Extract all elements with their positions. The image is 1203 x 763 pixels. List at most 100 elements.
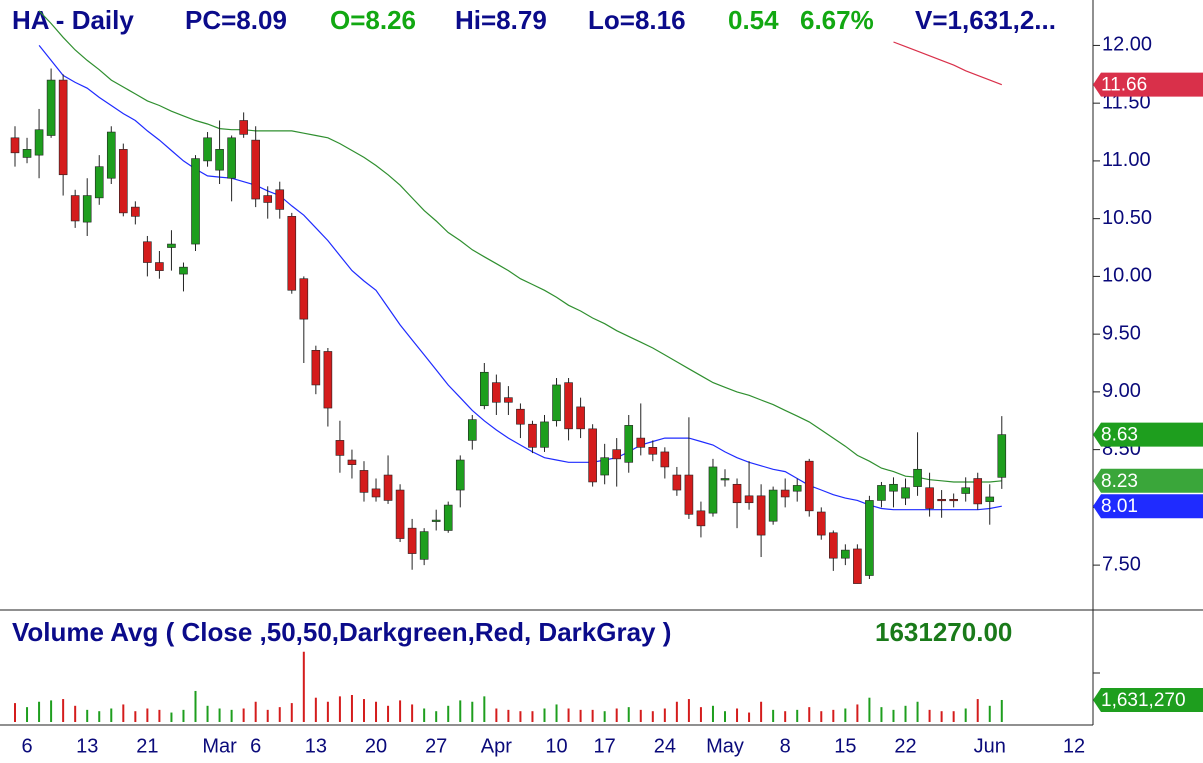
candle-body bbox=[58, 79, 68, 176]
candle-body bbox=[179, 266, 188, 275]
candle-body bbox=[913, 468, 922, 487]
candle-body bbox=[973, 478, 983, 505]
candle-body bbox=[660, 451, 670, 468]
header-item: 0.54 bbox=[728, 5, 779, 35]
candle-body bbox=[672, 474, 682, 491]
candle-body bbox=[768, 489, 778, 522]
y-tick-label: 9.00 bbox=[1102, 380, 1141, 402]
header-item: V=1,631,2... bbox=[915, 5, 1056, 35]
y-tick-label: 7.50 bbox=[1102, 553, 1141, 575]
x-tick-label: 20 bbox=[365, 735, 387, 757]
header-item: O=8.26 bbox=[330, 5, 416, 35]
candle-body bbox=[443, 504, 453, 531]
candle-body bbox=[371, 488, 381, 498]
candle-body bbox=[395, 489, 405, 539]
x-tick-label: 15 bbox=[834, 735, 856, 757]
candle-body bbox=[636, 437, 646, 448]
candle-body bbox=[131, 206, 140, 217]
header-item: 6.67% bbox=[800, 5, 874, 35]
candle-body bbox=[540, 421, 549, 448]
candle-body bbox=[299, 278, 309, 320]
close-value-tag: 8.63 bbox=[1101, 425, 1138, 446]
candle-body bbox=[696, 510, 706, 527]
candle-body bbox=[937, 498, 946, 502]
moving-average-line bbox=[893, 41, 1003, 86]
candle-body bbox=[34, 129, 44, 156]
candle-body bbox=[323, 351, 333, 409]
header-item: Hi=8.79 bbox=[455, 5, 547, 35]
x-tick-label: 13 bbox=[305, 735, 327, 757]
x-tick-label: 6 bbox=[250, 735, 261, 757]
candle-body bbox=[275, 189, 285, 210]
candle-body bbox=[708, 466, 718, 514]
candle-body bbox=[792, 485, 802, 492]
candle-body bbox=[359, 470, 369, 493]
candle-body bbox=[119, 149, 128, 214]
close-value-tag-box bbox=[1093, 422, 1203, 447]
candle-body bbox=[949, 498, 958, 502]
candle-body bbox=[347, 459, 357, 465]
x-tick-label: Apr bbox=[481, 735, 512, 757]
header-item: PC=8.09 bbox=[185, 5, 287, 35]
candle-body bbox=[877, 485, 886, 501]
candle-body bbox=[46, 79, 56, 136]
candle-body bbox=[853, 548, 862, 584]
candle-body bbox=[191, 158, 200, 245]
overlay-value-tag: 8.23 bbox=[1101, 471, 1138, 492]
candle-body bbox=[106, 131, 116, 179]
candle-body bbox=[70, 195, 80, 222]
candle-body bbox=[600, 457, 609, 476]
x-tick-label: 17 bbox=[594, 735, 616, 757]
candle-body bbox=[287, 216, 297, 291]
candle-body bbox=[82, 195, 92, 223]
x-tick-label: 6 bbox=[21, 735, 32, 757]
candle-body bbox=[648, 447, 658, 455]
y-tick-label: 10.50 bbox=[1102, 207, 1152, 229]
x-tick-label: 21 bbox=[136, 735, 158, 757]
candle-body bbox=[552, 384, 561, 422]
y-tick-label: 9.50 bbox=[1102, 322, 1141, 344]
x-tick-label: 24 bbox=[654, 735, 676, 757]
candle-body bbox=[780, 489, 790, 498]
candle-body bbox=[612, 449, 622, 460]
candle-body bbox=[504, 397, 513, 403]
candle-body bbox=[804, 460, 814, 512]
y-tick-label: 10.00 bbox=[1102, 265, 1152, 287]
candle-body bbox=[251, 139, 260, 200]
candle-body bbox=[528, 423, 537, 448]
x-tick-label: 12 bbox=[1063, 735, 1085, 757]
candle-body bbox=[564, 382, 573, 430]
candle-body bbox=[576, 406, 585, 430]
header-item: HA - Daily bbox=[12, 5, 134, 35]
candle-body bbox=[10, 137, 20, 154]
candle-body bbox=[624, 425, 634, 463]
candle-body bbox=[865, 500, 874, 576]
candle-body bbox=[492, 382, 501, 403]
candle-body bbox=[925, 487, 934, 509]
candle-body bbox=[841, 549, 850, 559]
candle-body bbox=[335, 440, 345, 456]
volume-value: 1631270.00 bbox=[875, 617, 1012, 647]
candle-body bbox=[684, 474, 694, 515]
candle-body bbox=[961, 487, 970, 494]
overlay-value-tag: 8.01 bbox=[1101, 496, 1138, 517]
candle-body bbox=[239, 120, 248, 135]
y-tick-label: 11.00 bbox=[1102, 149, 1151, 171]
overlay-value-tag-box bbox=[1093, 72, 1203, 97]
candle-body bbox=[756, 495, 766, 536]
candle-body bbox=[467, 419, 477, 441]
candle-body bbox=[167, 243, 176, 248]
x-tick-label: 10 bbox=[545, 735, 567, 757]
candle-body bbox=[816, 511, 826, 536]
candle-body bbox=[732, 483, 742, 504]
x-tick-label: Mar bbox=[202, 735, 237, 757]
candle-body bbox=[480, 371, 489, 407]
x-tick-label: May bbox=[706, 735, 744, 757]
overlay-value-tag-box bbox=[1093, 468, 1203, 493]
candle-body bbox=[588, 428, 597, 483]
volume-value-tag-box bbox=[1093, 687, 1203, 712]
candle-body bbox=[720, 478, 730, 481]
candle-body bbox=[829, 532, 838, 559]
candle-body bbox=[22, 149, 32, 158]
